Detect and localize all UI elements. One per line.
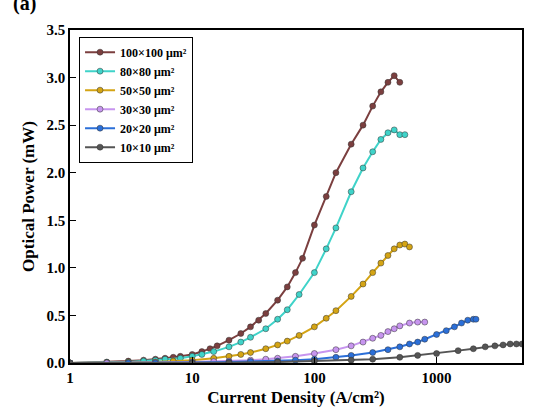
svg-text:10×10 μm²: 10×10 μm²	[120, 141, 175, 155]
svg-text:(a): (a)	[13, 0, 36, 15]
svg-text:80×80 μm²: 80×80 μm²	[120, 65, 175, 79]
svg-text:Optical Power (mW): Optical Power (mW)	[19, 121, 38, 272]
svg-text:1000: 1000	[422, 370, 452, 386]
svg-text:1.5: 1.5	[47, 213, 66, 229]
svg-text:100: 100	[303, 370, 326, 386]
svg-text:1: 1	[66, 370, 74, 386]
svg-text:2.5: 2.5	[47, 117, 66, 133]
svg-text:50×50 μm²: 50×50 μm²	[120, 84, 175, 98]
svg-text:2.0: 2.0	[47, 165, 66, 181]
svg-text:30×30 μm²: 30×30 μm²	[120, 103, 175, 117]
svg-text:0.0: 0.0	[47, 355, 66, 371]
svg-text:0.5: 0.5	[47, 308, 66, 324]
svg-text:10: 10	[185, 370, 200, 386]
svg-text:3.5: 3.5	[47, 22, 66, 38]
svg-text:Current Density (A/cm²): Current Density (A/cm²)	[207, 388, 385, 407]
svg-text:100×100 μm²: 100×100 μm²	[120, 46, 187, 60]
svg-text:20×20 μm²: 20×20 μm²	[120, 122, 175, 136]
svg-text:1.0: 1.0	[47, 260, 66, 276]
svg-text:3.0: 3.0	[47, 70, 66, 86]
